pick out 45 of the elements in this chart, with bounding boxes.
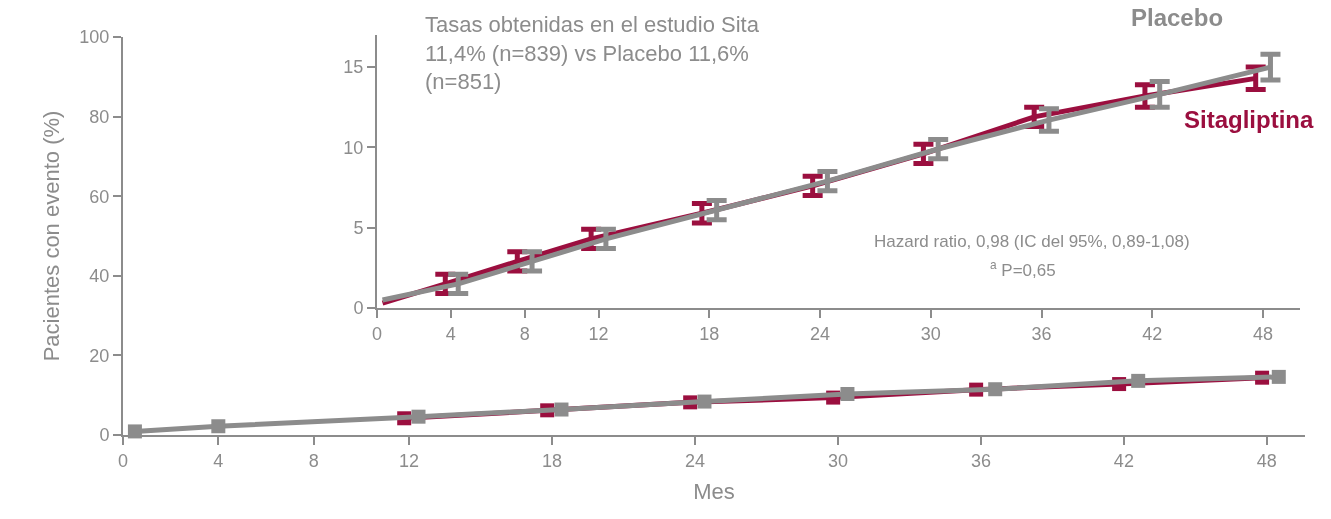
point [988,382,1003,397]
x-tick-label: 48 [1253,323,1274,344]
y-tick-label: 60 [89,186,110,207]
point [211,419,226,434]
x-axis-title: Mes [693,479,735,504]
x-tick-label: 4 [445,323,456,344]
annotation: Hazard ratio, 0,98 (IC del 95%, 0,89-1,08) [874,232,1190,251]
x-tick-label: 36 [970,450,991,471]
x-tick-label: 42 [1142,323,1163,344]
y-tick-label: 5 [353,218,364,239]
x-tick-label: 8 [308,450,319,471]
x-tick-label: 24 [684,450,705,471]
annotation: $^{a}$ P=0,65 [990,258,1056,281]
x-tick-label: 12 [588,323,609,344]
y-tick-label: 20 [89,345,110,366]
x-tick-label: 30 [920,323,941,344]
annotation: Tasas obtenidas en el estudio Sita 11,4% (n=839) vs Placebo 11,6% (n=851) [425,12,760,95]
point [697,394,712,409]
x-tick-label: 24 [810,323,831,344]
x-tick-label: 12 [398,450,419,471]
y-tick-label: 10 [343,137,364,158]
y-tick-label: 40 [89,266,110,287]
y-tick-label: 80 [89,106,110,127]
series-label: Placebo [1131,4,1224,31]
point [840,387,855,402]
point [554,402,569,417]
point [1271,369,1286,384]
x-tick-label: 4 [213,450,224,471]
y-tick-label: 0 [99,425,110,446]
x-tick-label: 0 [117,450,129,471]
x-tick-label: 30 [827,450,848,471]
y-tick-label: 0 [353,298,364,319]
point [1131,373,1146,388]
point [411,409,426,424]
x-tick-label: 18 [699,323,720,344]
x-tick-label: 0 [371,323,383,344]
y-tick-label: 15 [343,57,364,78]
x-tick-label: 36 [1031,323,1052,344]
x-tick-label: 48 [1256,450,1277,471]
x-tick-label: 8 [519,323,530,344]
series-label: Sitagliptina [1184,106,1314,133]
x-tick-label: 18 [541,450,562,471]
y-tick-label: 100 [79,27,110,48]
y-axis-title: Pacientes con evento (%) [38,110,64,362]
x-tick-label: 42 [1113,450,1134,471]
